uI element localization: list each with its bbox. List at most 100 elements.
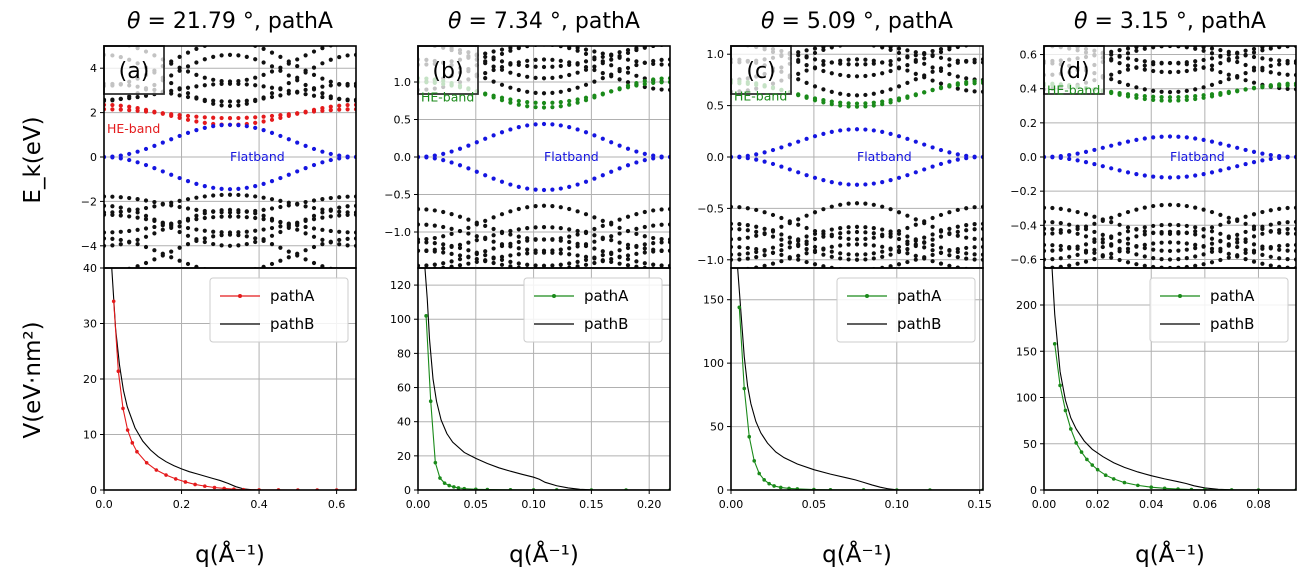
remote-band-lower-3-pt2-7 [474,259,479,265]
remote-band-lower-1-pt2-13 [211,215,216,220]
flat-band-upper-pt-12 [1142,136,1147,141]
remote-band-lower-1-pt2-6 [466,240,471,245]
remote-band-upper-1-pt-19 [888,47,893,52]
remote-band-lower-3-pt2-15 [541,250,547,255]
remote-band-lower-0-pt-10 [185,197,191,202]
remote-band-lower-0-pt2-23 [609,220,614,225]
remote-band-upper-1-pt2-25 [1251,50,1257,55]
remote-band-lower-2-pt2-9 [177,258,182,263]
remote-band-lower-2-pt-15 [854,242,860,247]
he-band-pt2-28 [964,81,969,86]
flat-band-lower-pt-11 [1134,172,1139,177]
flat-band-upper-pt-10 [185,130,191,135]
flat-band-lower-pt-7 [474,169,479,174]
remote-band-lower-0-pt-11 [821,207,826,212]
remote-band-lower-0-pt-14 [219,192,224,198]
flat-band-lower-pt-12 [829,180,834,185]
remote-band-lower-0-pt2-24 [303,199,308,205]
remote-band-upper-1-pt-14 [220,40,224,44]
remote-band-lower-3-pt-4 [1075,231,1080,236]
remote-band-lower-2-pt2-24 [303,248,308,253]
remote-band-upper-1-pt2-9 [491,64,496,69]
flat-band-upper-pt-16 [1176,134,1181,139]
remote-band-lower-0-pt-9 [491,215,496,220]
remote-band-upper-0-pt-13 [211,98,216,103]
remote-band-upper-1-pt2-23 [609,57,614,62]
remote-band-lower-1-pt-17 [1184,247,1189,252]
remote-band-lower-1-pt-6 [779,232,784,237]
flat-band-upper-pt-9 [491,133,496,138]
title-theta-symbol: θ [127,9,141,34]
flat-band [418,121,670,193]
remote-band-upper-0-pt2-11 [821,62,826,67]
remote-band-lower-1-pt2-23 [1235,237,1240,242]
remote-band-lower-3-pt2-12 [516,252,521,257]
remote-band-lower-2-pt2-25 [625,245,631,251]
remote-band-upper-0-pt-14 [846,92,851,98]
remote-band-lower-0-pt-24 [1243,221,1248,226]
remote-band-lower-1-pt2-20 [1209,229,1215,234]
flat-band-lower-pt-23 [1235,164,1240,169]
flat-band-upper-pt-20 [269,130,275,135]
remote-band-lower-2-pt-10 [185,242,191,247]
flat-band-upper-pt-5 [143,146,149,152]
panel-letter-box [1043,45,1105,95]
flat-band-upper-pt-9 [177,133,182,139]
flat-band-lower-pt-22 [1226,166,1231,171]
remote-band-lower-3-pt2-10 [185,216,191,221]
remote-band-lower-2-pt2-11 [508,259,513,264]
flat-band-upper-pt-21 [905,136,910,141]
remote-band-lower-1-pt2-3 [127,228,132,234]
he-band-pt2-8 [169,112,174,117]
panel-letter: (b) [432,59,463,84]
remote-band-lower-0-pt2-6 [466,217,471,222]
remote-band-upper-0-pt2-24 [1243,78,1248,83]
remote-band-lower-0-pt2-26 [1260,209,1265,215]
remote-band-lower-3-pt-6 [1092,237,1097,242]
flat-band-upper-pt-23 [295,140,300,145]
remote-band-lower-0-pt2-21 [592,226,597,232]
remote-band-lower-3-pt-7 [787,240,792,245]
remote-band-lower-0-pt2-27 [955,207,960,213]
remote-band-lower-3-pt-24 [617,255,622,260]
remote-band-lower-3-pt-27 [1268,229,1273,234]
remote-band-lower-3-pt2-14 [219,208,224,213]
flat-band-upper-pt-14 [533,122,538,127]
remote-band-lower-2-pt-21 [278,245,283,250]
remote-band-lower-2-pt2-10 [812,262,818,267]
remote-band-upper-2-pt2-24 [1243,53,1248,58]
remote-band-lower-2-pt-13 [211,234,216,239]
remote-band-upper-1-pt2-20 [583,67,589,72]
remote-band-lower-1-pt2-24 [303,224,308,230]
remote-band-lower-2-pt-12 [516,239,521,245]
flat-band-upper-pt-26 [634,149,639,154]
pathA-point-4 [130,441,135,445]
remote-band-lower-3-pt-25 [311,213,317,218]
remote-band-lower-2-pt2-9 [1117,257,1122,263]
he-band-pt2-24 [1243,87,1248,92]
remote-band-lower-3-pt-3 [127,207,132,212]
he-band-pt-11 [508,100,513,105]
remote-band-lower-3-pt2-11 [194,213,199,218]
remote-band-upper-1-pt2-16 [236,78,241,84]
remote-band-upper-0-pt-15 [227,99,233,104]
remote-band-lower-1-pt2-20 [896,231,902,236]
flat-band-upper-pt-8 [169,137,174,142]
remote-band-lower-3-pt2-26 [634,264,639,268]
remote-band-lower-2-pt-19 [888,246,893,251]
y-label-bottom-text: V(eV·nm²) [20,321,46,438]
remote-band-lower-0-pt2-1 [1050,205,1055,211]
remote-band-lower-0-pt2-2 [118,195,123,200]
remote-band-lower-2-pt2-8 [796,257,801,262]
pathA-point-1 [1058,383,1062,388]
remote-band-lower-1-pt-16 [1176,248,1181,253]
remote-band-upper-1-pt-19 [261,46,266,52]
remote-band-lower-3-pt2-4 [449,264,454,268]
remote-band-upper-2-pt-24 [303,70,308,75]
flat-band-upper-pt-24 [617,143,622,148]
remote-band-lower-3-pt2-10 [812,236,818,242]
legend-box [523,277,663,343]
remote-band-lower-0-pt2-25 [625,214,631,219]
flat-band-upper-pt-23 [1235,145,1240,150]
